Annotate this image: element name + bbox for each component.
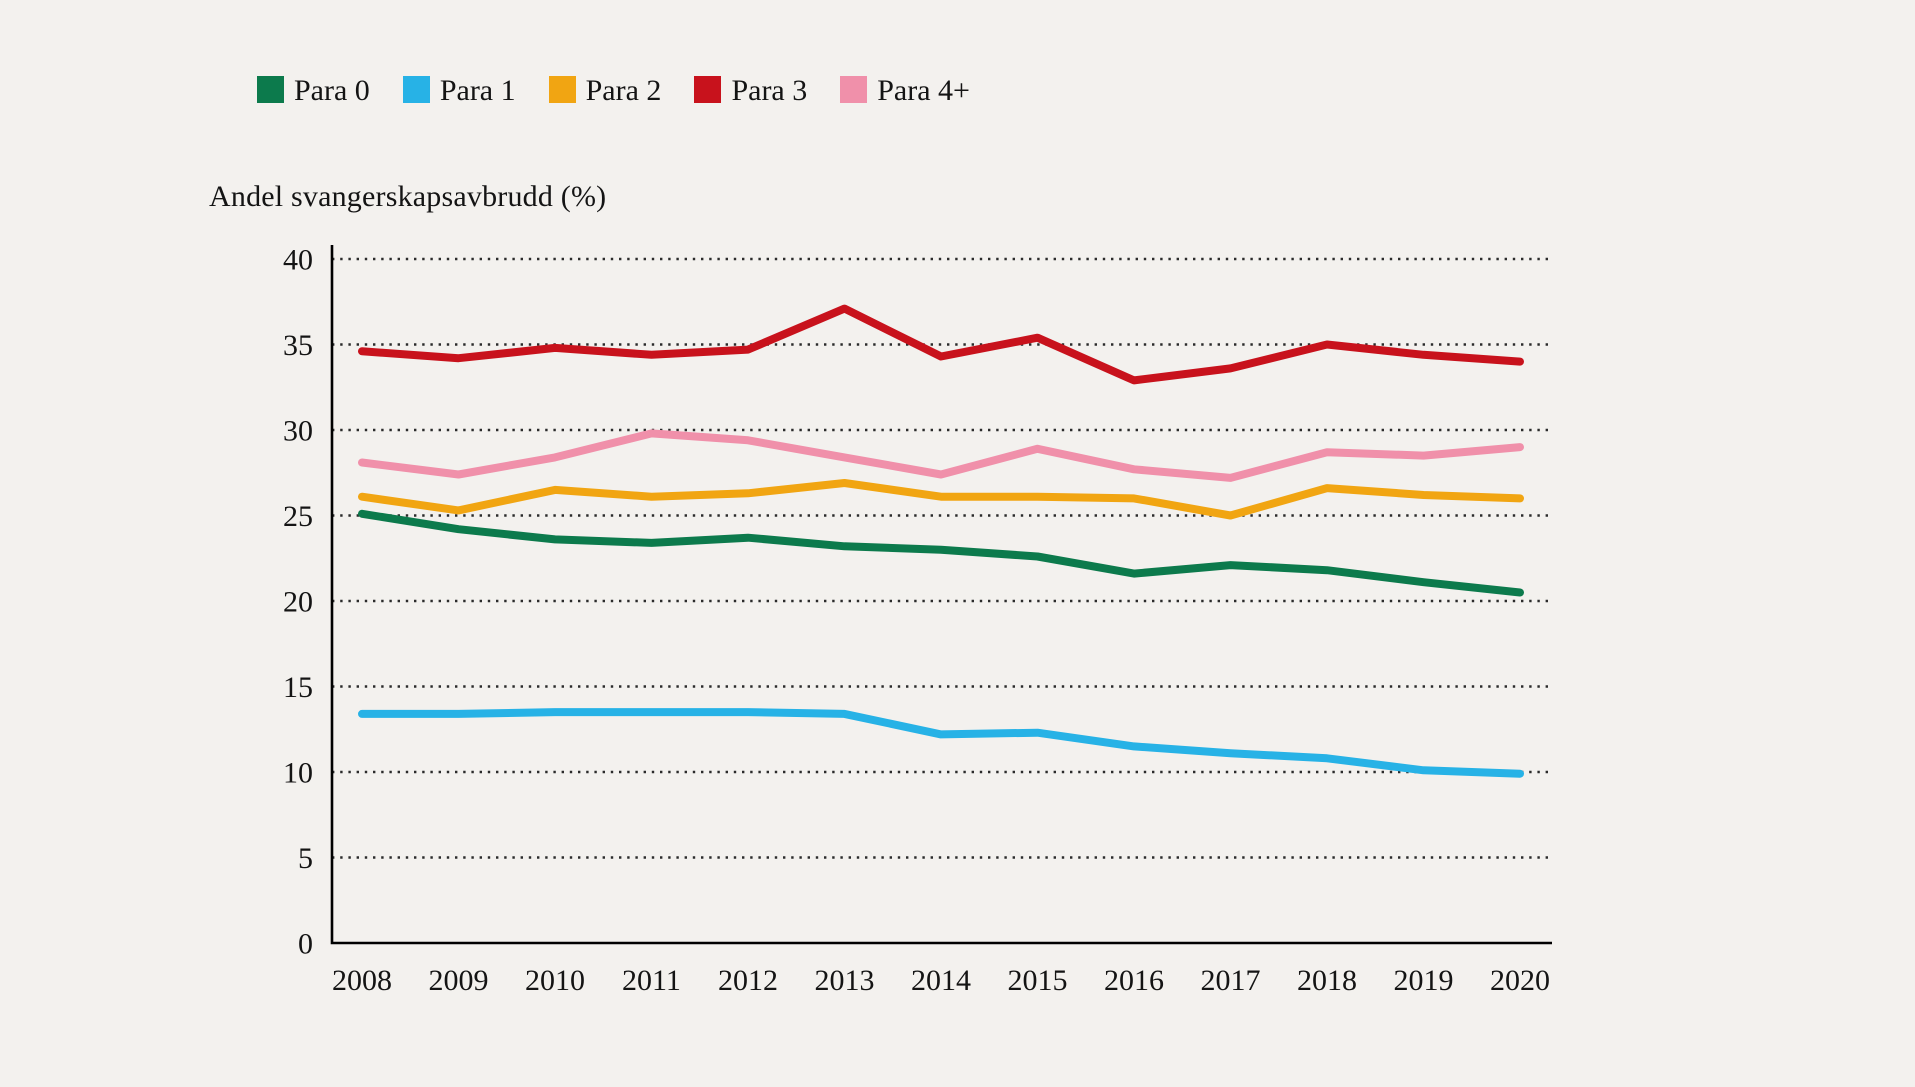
x-tick-label: 2010 xyxy=(525,964,585,997)
legend-swatch-para-3 xyxy=(694,76,722,103)
legend-label: Para 2 xyxy=(585,74,662,107)
y-tick-label: 0 xyxy=(298,928,313,961)
legend-swatch-para-2 xyxy=(548,76,576,103)
legend: Para 0 Para 1 Para 2 Para 3 Para 4+ xyxy=(257,73,970,106)
series-line-para-3 xyxy=(358,304,1524,385)
series-line-para-2 xyxy=(358,479,1524,520)
legend-label: Para 1 xyxy=(439,74,516,107)
x-tick-label: 2018 xyxy=(1297,964,1357,997)
legend-label: Para 0 xyxy=(294,74,370,107)
legend-swatch-para-0 xyxy=(257,76,284,103)
x-tick-label: 2011 xyxy=(622,964,681,997)
legend-item-para-4plus: Para 4+ xyxy=(840,73,970,106)
y-tick-label: 15 xyxy=(283,671,313,704)
x-tick-label: 2009 xyxy=(429,964,489,997)
x-axis-labels: 2008 2009 2010 2011 2012 2013 2014 2015 2016 2017… xyxy=(332,964,1550,997)
x-tick-label: 2017 xyxy=(1201,964,1261,997)
legend-label: Para 4+ xyxy=(877,74,970,107)
series-line-para-1 xyxy=(358,708,1524,778)
x-tick-label: 2008 xyxy=(332,964,392,997)
y-axis-labels: 0 5 10 15 20 25 30 35 40 xyxy=(283,244,313,961)
series-line-para-0 xyxy=(358,509,1524,597)
x-tick-label: 2013 xyxy=(815,964,875,997)
legend-swatch-para-1 xyxy=(402,76,430,103)
x-tick-label: 2014 xyxy=(911,964,971,997)
legend-item-para-3: Para 3 xyxy=(694,73,807,106)
axis-lines xyxy=(330,245,1552,945)
y-tick-label: 5 xyxy=(298,842,313,875)
series-line-para-4 xyxy=(358,429,1524,482)
series-lines xyxy=(358,304,1524,778)
y-tick-label: 10 xyxy=(283,757,313,790)
y-tick-label: 25 xyxy=(283,500,313,533)
x-tick-label: 2020 xyxy=(1490,964,1550,997)
y-tick-label: 35 xyxy=(283,329,313,362)
x-tick-label: 2019 xyxy=(1394,964,1454,997)
y-tick-label: 40 xyxy=(283,244,313,277)
legend-item-para-2: Para 2 xyxy=(548,73,662,107)
x-tick-label: 2016 xyxy=(1104,964,1164,997)
legend-label: Para 3 xyxy=(731,74,808,107)
legend-item-para-0: Para 0 xyxy=(257,73,370,106)
y-tick-label: 20 xyxy=(283,586,313,619)
x-tick-label: 2012 xyxy=(718,964,778,997)
x-tick-label: 2015 xyxy=(1008,964,1068,997)
chart-title: Andel svangerskapsavbrudd (%) xyxy=(209,180,607,213)
legend-swatch-para-4plus xyxy=(840,76,868,103)
y-tick-label: 30 xyxy=(283,415,313,448)
legend-item-para-1: Para 1 xyxy=(402,73,516,107)
